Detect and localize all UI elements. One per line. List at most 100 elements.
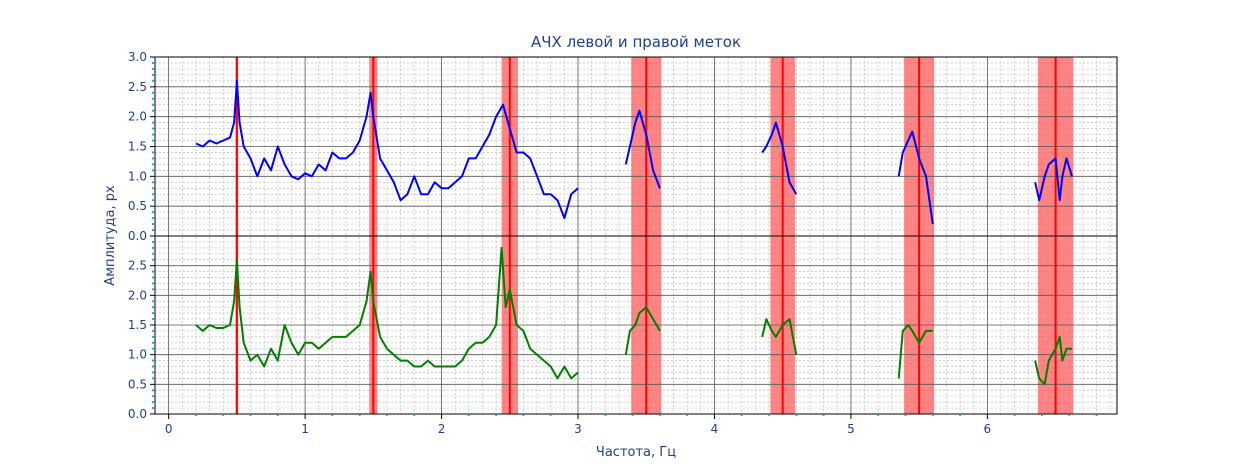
- y-tick-label: 2.5: [128, 80, 147, 94]
- y-minor-tick: [152, 288, 154, 291]
- x-minor-tick: [222, 414, 225, 416]
- y-tick-label: 1.0: [128, 169, 147, 183]
- y-minor-tick: [152, 365, 154, 368]
- y-minor-tick: [152, 211, 154, 214]
- chart-title: АЧХ левой и правой меток: [531, 33, 741, 51]
- y-minor-tick: [152, 187, 154, 190]
- y-minor-tick: [152, 199, 154, 202]
- x-minor-tick: [658, 414, 661, 416]
- y-tick-label: 2.0: [128, 288, 147, 302]
- y-minor-tick: [152, 347, 154, 350]
- x-minor-tick: [413, 414, 416, 416]
- x-tick-label: 5: [847, 422, 855, 436]
- x-minor-tick: [1068, 414, 1071, 416]
- x-minor-tick: [877, 414, 880, 416]
- y-minor-tick: [152, 151, 154, 154]
- y-minor-tick: [152, 246, 154, 249]
- y-tick-label: 1.0: [128, 348, 147, 362]
- y-minor-tick: [152, 240, 154, 243]
- x-minor-tick: [467, 414, 470, 416]
- x-axis-label: Частота, Гц: [596, 445, 676, 460]
- x-minor-tick: [686, 414, 689, 416]
- upper-series-line: [624, 109, 661, 189]
- y-minor-tick: [152, 163, 154, 166]
- y-tick-label: 0.5: [128, 199, 147, 213]
- y-minor-tick: [152, 377, 154, 380]
- x-tick-label: 0: [165, 422, 173, 436]
- x-minor-tick: [276, 414, 279, 416]
- x-minor-tick: [768, 414, 771, 416]
- y-minor-tick: [152, 139, 154, 142]
- x-minor-tick: [495, 414, 498, 416]
- lower-series-line: [1034, 335, 1072, 386]
- y-minor-tick: [152, 389, 154, 392]
- x-minor-tick: [385, 414, 388, 416]
- y-minor-tick: [152, 282, 154, 285]
- y-minor-tick: [152, 61, 154, 64]
- x-minor-tick: [959, 414, 962, 416]
- y-minor-tick: [152, 341, 154, 344]
- y-minor-tick: [152, 229, 154, 232]
- y-minor-tick: [152, 359, 154, 362]
- y-minor-tick: [152, 157, 154, 160]
- lower-series-line: [624, 306, 661, 355]
- y-minor-tick: [152, 318, 154, 321]
- y-minor-tick: [152, 252, 154, 255]
- y-minor-tick: [152, 133, 154, 136]
- y-minor-tick: [152, 223, 154, 226]
- y-minor-tick: [152, 73, 154, 76]
- x-minor-tick: [904, 414, 907, 416]
- y-tick-label: 3.0: [128, 50, 147, 64]
- x-minor-tick: [822, 414, 825, 416]
- y-minor-tick: [152, 329, 154, 332]
- y-tick-label: 1.5: [128, 318, 147, 332]
- y-minor-tick: [152, 335, 154, 338]
- y-minor-tick: [152, 258, 154, 261]
- y-minor-tick: [152, 181, 154, 184]
- x-minor-tick: [631, 414, 634, 416]
- y-minor-tick: [152, 395, 154, 398]
- upper-series-line: [897, 130, 934, 225]
- y-minor-tick: [152, 300, 154, 303]
- x-minor-tick: [194, 414, 197, 416]
- y-minor-tick: [152, 169, 154, 172]
- y-minor-tick: [152, 312, 154, 315]
- x-minor-tick: [740, 414, 743, 416]
- y-minor-tick: [152, 193, 154, 196]
- x-axis-ticks: 0 1 2 3 4 5 6: [165, 414, 1098, 436]
- upper-series-line: [1034, 157, 1073, 202]
- x-minor-tick: [795, 414, 798, 416]
- x-minor-tick: [604, 414, 607, 416]
- x-minor-tick: [549, 414, 552, 416]
- y-minor-tick: [152, 217, 154, 220]
- y-minor-tick: [152, 401, 154, 404]
- y-tick-label: 2.5: [128, 259, 147, 273]
- x-tick-label: 3: [574, 422, 582, 436]
- x-tick-label: 2: [438, 422, 446, 436]
- y-tick-label: 0.0: [128, 407, 147, 421]
- series-group: [195, 79, 1073, 386]
- x-minor-tick: [1040, 414, 1043, 416]
- x-minor-tick: [1013, 414, 1016, 416]
- lower-series-line: [761, 318, 798, 355]
- y-minor-tick: [152, 306, 154, 309]
- y-minor-tick: [152, 276, 154, 279]
- x-minor-tick: [931, 414, 934, 416]
- x-tick-label: 1: [301, 422, 309, 436]
- lower-series-line: [897, 324, 933, 379]
- y-minor-tick: [152, 371, 154, 374]
- upper-series-line: [195, 79, 579, 220]
- y-axis-label: Амплитуда, px: [103, 185, 118, 286]
- lower-series-line: [195, 246, 579, 380]
- y-minor-tick: [152, 127, 154, 130]
- x-tick-label: 4: [711, 422, 719, 436]
- x-minor-tick: [1095, 414, 1098, 416]
- y-tick-label: 0.0: [128, 229, 147, 243]
- x-minor-tick: [331, 414, 334, 416]
- y-tick-label: 1.5: [128, 140, 147, 154]
- y-minor-tick: [152, 97, 154, 100]
- y-minor-tick: [152, 270, 154, 273]
- y-minor-tick: [152, 109, 154, 112]
- upper-series-line: [761, 121, 798, 195]
